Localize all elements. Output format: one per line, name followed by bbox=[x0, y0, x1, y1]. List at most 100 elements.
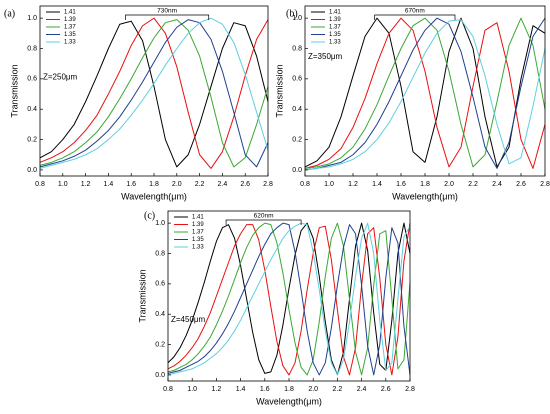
x-tick-label: 1.8 bbox=[284, 386, 294, 393]
x-tick-label: 1.0 bbox=[187, 386, 197, 393]
y-tick-label: 1.0 bbox=[27, 15, 37, 22]
note: Z=450μm bbox=[171, 315, 206, 324]
y-axis-label: Transmission bbox=[274, 64, 284, 117]
y-tick-label: 0.8 bbox=[155, 250, 165, 257]
x-tick-label: 2.8 bbox=[405, 386, 415, 393]
legend-label: 1.35 bbox=[192, 237, 204, 243]
y-tick-label: 1.0 bbox=[292, 15, 302, 22]
x-tick-label: 1.4 bbox=[236, 386, 246, 393]
legend-label: 1.37 bbox=[64, 25, 76, 31]
bracket-label: 620nm bbox=[254, 213, 274, 220]
y-tick-label: 0.2 bbox=[155, 341, 165, 348]
y-axis-label: Transmission bbox=[137, 269, 147, 322]
x-tick-label: 2.0 bbox=[172, 181, 182, 188]
series-line bbox=[39, 17, 269, 169]
y-tick-label: 0.4 bbox=[27, 106, 37, 113]
series-line bbox=[304, 19, 546, 171]
x-tick-label: 2.4 bbox=[357, 386, 367, 393]
legend-label: 1.33 bbox=[64, 40, 76, 46]
x-tick-label: 2.8 bbox=[263, 181, 273, 188]
x-tick-label: 1.8 bbox=[149, 181, 159, 188]
x-tick-label: 1.2 bbox=[348, 181, 358, 188]
legend-label: 1.41 bbox=[329, 10, 341, 16]
x-tick-label: 2.6 bbox=[516, 181, 526, 188]
series-line bbox=[39, 19, 269, 168]
y-tick-label: 0.6 bbox=[155, 281, 165, 288]
bracket-label: 670nm bbox=[405, 8, 425, 15]
x-axis-label: Wavelength(μm) bbox=[121, 191, 187, 201]
series-line bbox=[304, 17, 546, 169]
legend-label: 1.33 bbox=[192, 245, 204, 251]
x-tick-label: 2.4 bbox=[218, 181, 228, 188]
y-tick-label: 0.6 bbox=[27, 76, 37, 83]
legend-label: 1.39 bbox=[64, 17, 76, 23]
y-tick-label: 0.0 bbox=[292, 167, 302, 174]
x-tick-label: 2.4 bbox=[492, 181, 502, 188]
y-tick-label: 0.0 bbox=[27, 167, 37, 174]
legend-label: 1.37 bbox=[192, 230, 204, 236]
x-tick-label: 0.8 bbox=[163, 386, 173, 393]
x-tick-label: 1.0 bbox=[58, 181, 68, 188]
legend-label: 1.39 bbox=[192, 222, 204, 228]
y-tick-label: 0.0 bbox=[155, 372, 165, 379]
note: Z=250μm bbox=[43, 73, 78, 82]
bracket bbox=[125, 14, 210, 20]
series-line bbox=[39, 20, 269, 168]
panel-label: (a) bbox=[4, 8, 15, 19]
x-tick-label: 1.0 bbox=[324, 181, 334, 188]
x-tick-label: 2.2 bbox=[468, 181, 478, 188]
series-line bbox=[39, 17, 269, 169]
x-tick-label: 2.8 bbox=[540, 181, 550, 188]
y-tick-label: 1.0 bbox=[155, 220, 165, 227]
x-tick-label: 2.2 bbox=[195, 181, 205, 188]
x-tick-label: 1.8 bbox=[420, 181, 430, 188]
series-line bbox=[304, 17, 546, 169]
legend-label: 1.33 bbox=[329, 40, 341, 46]
legend-label: 1.41 bbox=[192, 215, 204, 221]
x-tick-label: 1.2 bbox=[81, 181, 91, 188]
x-tick-label: 1.2 bbox=[212, 386, 222, 393]
legend-label: 1.35 bbox=[64, 32, 76, 38]
legend-label: 1.39 bbox=[329, 17, 341, 23]
x-axis-label: Wavelength(μm) bbox=[392, 191, 458, 201]
y-tick-label: 0.8 bbox=[292, 45, 302, 52]
legend-label: 1.37 bbox=[329, 25, 341, 31]
x-tick-label: 2.2 bbox=[333, 386, 343, 393]
x-tick-label: 1.6 bbox=[260, 386, 270, 393]
x-tick-label: 1.4 bbox=[104, 181, 114, 188]
bracket bbox=[374, 14, 456, 20]
x-tick-label: 2.0 bbox=[308, 386, 318, 393]
series-line bbox=[167, 222, 411, 376]
x-tick-label: 2.0 bbox=[444, 181, 454, 188]
x-tick-label: 1.6 bbox=[126, 181, 136, 188]
y-tick-label: 0.4 bbox=[155, 311, 165, 318]
plot-frame bbox=[304, 5, 546, 177]
legend-label: 1.41 bbox=[64, 10, 76, 16]
x-tick-label: 0.8 bbox=[35, 181, 45, 188]
plot-frame bbox=[167, 210, 411, 382]
x-tick-label: 2.6 bbox=[240, 181, 250, 188]
y-axis-label: Transmission bbox=[9, 64, 19, 117]
bracket-label: 730nm bbox=[157, 8, 177, 15]
series-line bbox=[167, 222, 411, 376]
y-tick-label: 0.8 bbox=[27, 45, 37, 52]
y-tick-label: 0.2 bbox=[27, 136, 37, 143]
y-tick-label: 0.6 bbox=[292, 76, 302, 83]
series-line bbox=[39, 19, 269, 168]
y-tick-label: 0.2 bbox=[292, 136, 302, 143]
note: Z=350μm bbox=[308, 52, 343, 61]
x-axis-label: Wavelength(μm) bbox=[256, 396, 322, 406]
panel-label: (b) bbox=[286, 8, 298, 19]
legend-label: 1.35 bbox=[329, 32, 341, 38]
x-tick-label: 0.8 bbox=[300, 181, 310, 188]
x-tick-label: 1.4 bbox=[372, 181, 382, 188]
series-line bbox=[167, 222, 411, 376]
panel-label: (c) bbox=[144, 210, 155, 221]
x-tick-label: 1.6 bbox=[396, 181, 406, 188]
x-tick-label: 2.6 bbox=[381, 386, 391, 393]
bracket bbox=[225, 219, 302, 225]
y-tick-label: 0.4 bbox=[292, 106, 302, 113]
series-line bbox=[304, 17, 546, 168]
series-line bbox=[167, 222, 411, 376]
